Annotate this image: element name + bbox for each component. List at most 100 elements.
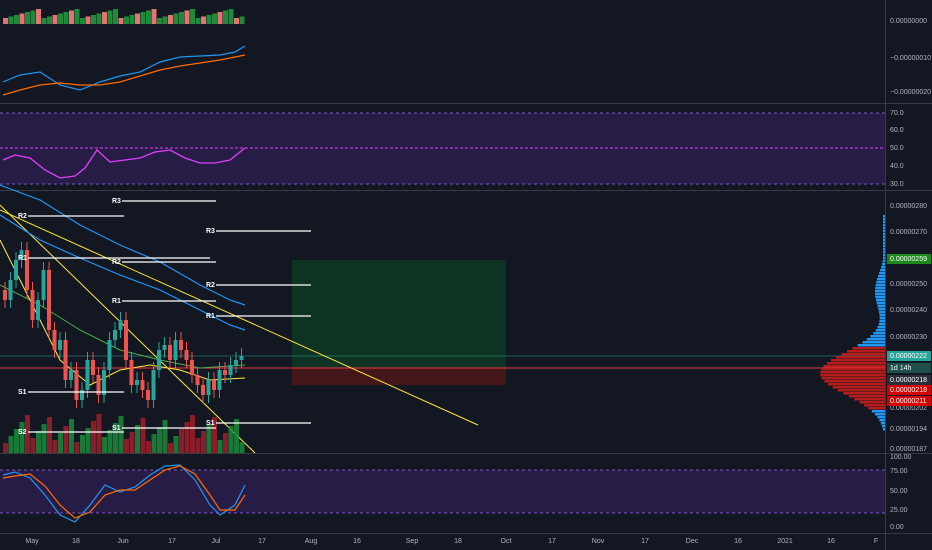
- time-axis-label: May: [25, 538, 39, 545]
- profile-bar: [836, 356, 885, 359]
- profile-bar: [854, 398, 885, 401]
- profile-bar: [882, 425, 885, 428]
- profile-bar: [873, 332, 885, 335]
- price-axis-label: 40.0: [890, 163, 904, 170]
- pivot-label: R3: [206, 228, 215, 235]
- time-axis-label: 17: [548, 538, 556, 545]
- hist-bar: [69, 10, 74, 24]
- profile-bar: [879, 272, 885, 275]
- profile-bar: [841, 353, 885, 356]
- profile-bar: [877, 278, 885, 281]
- volume-bar: [146, 441, 151, 453]
- hist-bar: [190, 9, 195, 24]
- hist-bar: [239, 16, 245, 24]
- volume-bar: [3, 443, 8, 453]
- volume-bar: [107, 430, 113, 453]
- candle-body: [3, 290, 7, 300]
- profile-bar: [824, 380, 885, 383]
- hist-bar: [30, 10, 36, 24]
- profile-bar: [877, 326, 885, 329]
- volume-bar: [25, 415, 30, 453]
- candle-body: [25, 250, 29, 290]
- profile-bar: [848, 395, 885, 398]
- price-badge-text: 0.00000218: [890, 377, 927, 384]
- profile-bar: [868, 407, 885, 410]
- price-badge-text: 0.00000218: [890, 387, 927, 394]
- time-axis-label: F: [874, 538, 878, 545]
- volume-bar: [91, 421, 96, 453]
- profile-bar: [862, 341, 885, 344]
- stoch-band: [0, 470, 885, 513]
- candle-body: [69, 370, 73, 380]
- hist-bar: [118, 18, 124, 24]
- profile-bar: [883, 251, 885, 254]
- hist-bar: [113, 9, 118, 24]
- profile-bar: [828, 383, 885, 386]
- price-badge: [887, 375, 931, 385]
- profile-bar: [879, 419, 885, 422]
- hist-bar: [223, 10, 228, 24]
- time-axis-label: 2021: [777, 538, 793, 545]
- volume-bar: [96, 414, 102, 453]
- volume-bar: [8, 436, 14, 453]
- ema-fast: [0, 184, 246, 306]
- candle-body: [162, 345, 167, 350]
- candle-body: [201, 385, 205, 395]
- hist-bar: [140, 12, 146, 24]
- candle-body: [146, 390, 150, 400]
- profile-bar: [883, 236, 885, 239]
- volume-bar: [157, 427, 162, 453]
- profile-bar: [874, 413, 885, 416]
- hist-bar: [228, 9, 234, 24]
- price-axis-label: 0.00000202: [890, 405, 927, 412]
- pivot-label: R1: [206, 313, 215, 320]
- profile-bar: [871, 410, 885, 413]
- profile-bar: [821, 368, 885, 371]
- hist-bar: [173, 13, 179, 24]
- candle-body: [96, 375, 101, 395]
- price-axis-label: −0.00000020: [890, 89, 931, 96]
- profile-bar: [876, 302, 885, 305]
- profile-bar: [875, 284, 885, 287]
- price-axis-label: 75.00: [890, 468, 908, 475]
- hist-bar: [85, 16, 91, 24]
- price-badge: [887, 396, 931, 406]
- candle-body: [157, 350, 161, 370]
- candle-body: [195, 375, 200, 385]
- volume-bar: [118, 416, 124, 453]
- candle-body: [74, 370, 79, 400]
- candle-body: [36, 300, 40, 320]
- price-axis-label: 50.00: [890, 488, 908, 495]
- price-badge-text: 0.00000259: [890, 256, 927, 263]
- profile-bar: [875, 296, 885, 299]
- volume-profile: [820, 215, 885, 431]
- price-badge-text: 0.00000211: [890, 398, 927, 405]
- candle-body: [107, 340, 112, 370]
- price-axis-label: 0.00000230: [890, 334, 927, 341]
- candle-body: [30, 290, 35, 320]
- volume-bar: [36, 431, 41, 453]
- pivot-label: S1: [112, 425, 121, 432]
- volume-bar: [113, 423, 118, 453]
- candle-body: [239, 356, 244, 360]
- candle-body: [14, 260, 18, 280]
- profile-bar: [879, 314, 885, 317]
- candle-body: [234, 360, 238, 365]
- price-axis-label: 0.00000000: [890, 18, 927, 25]
- profile-bar: [883, 248, 885, 251]
- hist-bar: [80, 18, 85, 24]
- volume-bar: [140, 418, 146, 453]
- volume-bar: [14, 429, 19, 453]
- hist-bar: [25, 12, 30, 24]
- volume-bar: [102, 437, 107, 453]
- profile-bar: [875, 329, 885, 332]
- profile-bar: [875, 287, 885, 290]
- candle-body: [173, 340, 178, 360]
- price-axis-label: 100.00: [890, 454, 912, 461]
- candle-body: [8, 280, 13, 300]
- profile-bar: [878, 275, 885, 278]
- volume-bar: [63, 426, 69, 453]
- hist-bar: [234, 18, 239, 24]
- candle-body: [190, 360, 194, 375]
